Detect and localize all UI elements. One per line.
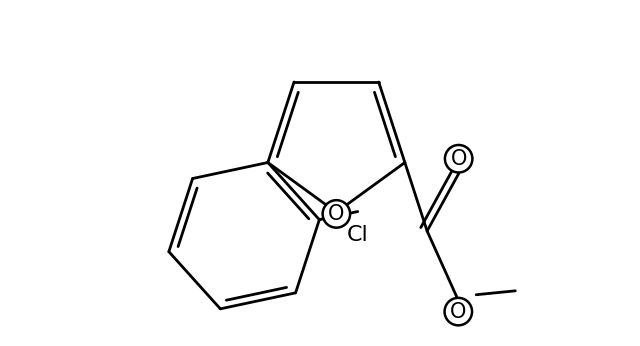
Text: O: O xyxy=(450,302,467,321)
Text: O: O xyxy=(451,149,467,169)
Text: Cl: Cl xyxy=(347,225,369,245)
Text: O: O xyxy=(328,204,344,224)
